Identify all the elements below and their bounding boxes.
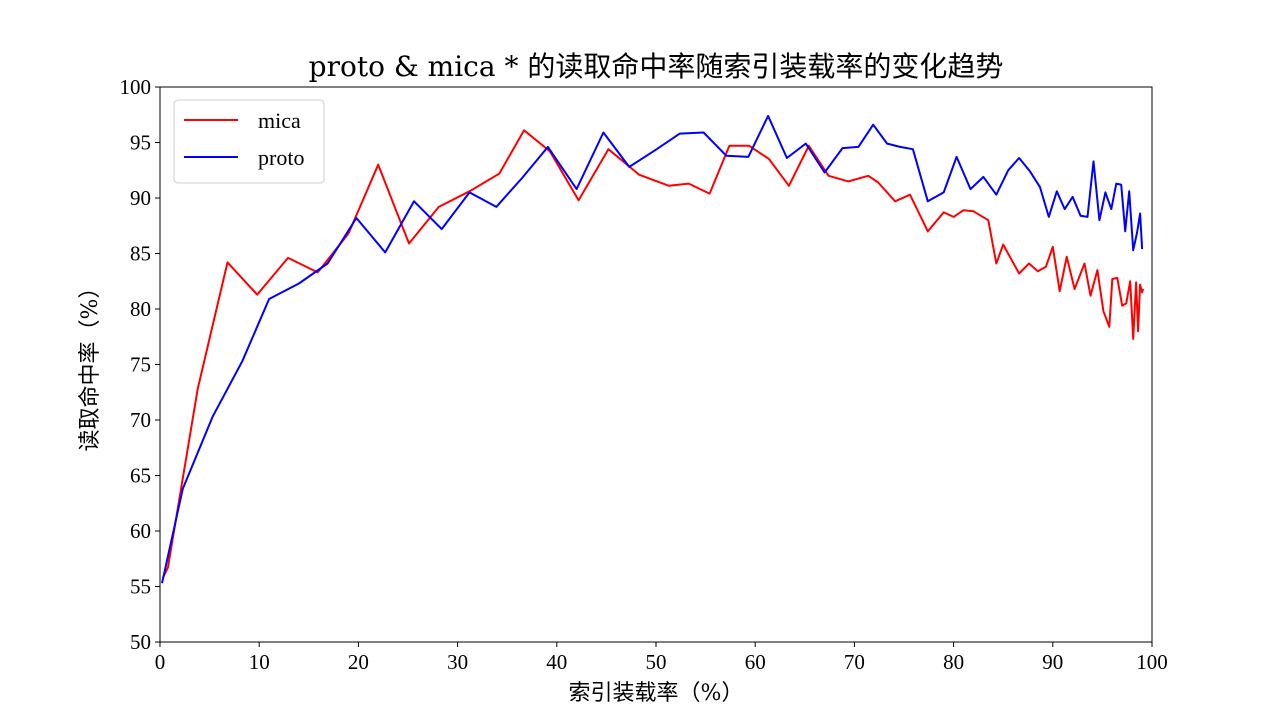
y-tick-label: 80: [130, 297, 151, 321]
x-tick-label: 70: [844, 650, 865, 674]
x-tick-label: 20: [348, 650, 369, 674]
y-tick-label: 60: [130, 519, 151, 543]
y-axis-title: 读取命中率（%）: [78, 277, 103, 452]
x-axis-title: 索引装载率（%）: [569, 681, 744, 706]
series-layer: [161, 114, 1145, 584]
legend-label-proto: proto: [258, 145, 304, 170]
y-axis: 50 55 60 65 70 75 80 85 90 95 100: [120, 75, 160, 654]
legend: mica proto: [173, 99, 325, 184]
y-tick-label: 50: [130, 630, 151, 654]
x-tick-label: 30: [447, 650, 468, 674]
y-tick-label: 100: [120, 75, 152, 99]
x-tick-label: 0: [155, 650, 166, 674]
x-tick-label: 80: [943, 650, 964, 674]
y-tick-label: 70: [130, 408, 151, 432]
series-line-proto: [161, 114, 1144, 584]
plot-area: [160, 87, 1152, 642]
y-tick-label: 75: [130, 353, 151, 377]
series-line-mica: [162, 129, 1145, 579]
chart-title: proto & mica * 的读取命中率随索引装载率的变化趋势: [309, 50, 1004, 83]
x-tick-label: 60: [745, 650, 766, 674]
x-tick-label: 90: [1042, 650, 1063, 674]
x-tick-label: 100: [1136, 650, 1168, 674]
y-tick-label: 90: [130, 186, 151, 210]
x-tick-label: 50: [646, 650, 667, 674]
y-tick-label: 95: [130, 131, 151, 155]
y-tick-label: 55: [130, 575, 151, 599]
y-tick-label: 65: [130, 464, 151, 488]
legend-label-mica: mica: [258, 108, 301, 133]
x-tick-label: 10: [249, 650, 270, 674]
legend-box: [173, 99, 325, 184]
y-tick-label: 85: [130, 242, 151, 266]
x-tick-label: 40: [546, 650, 567, 674]
x-axis: 0 10 20 30 40 50 60 70 80 90 100: [155, 642, 1168, 674]
